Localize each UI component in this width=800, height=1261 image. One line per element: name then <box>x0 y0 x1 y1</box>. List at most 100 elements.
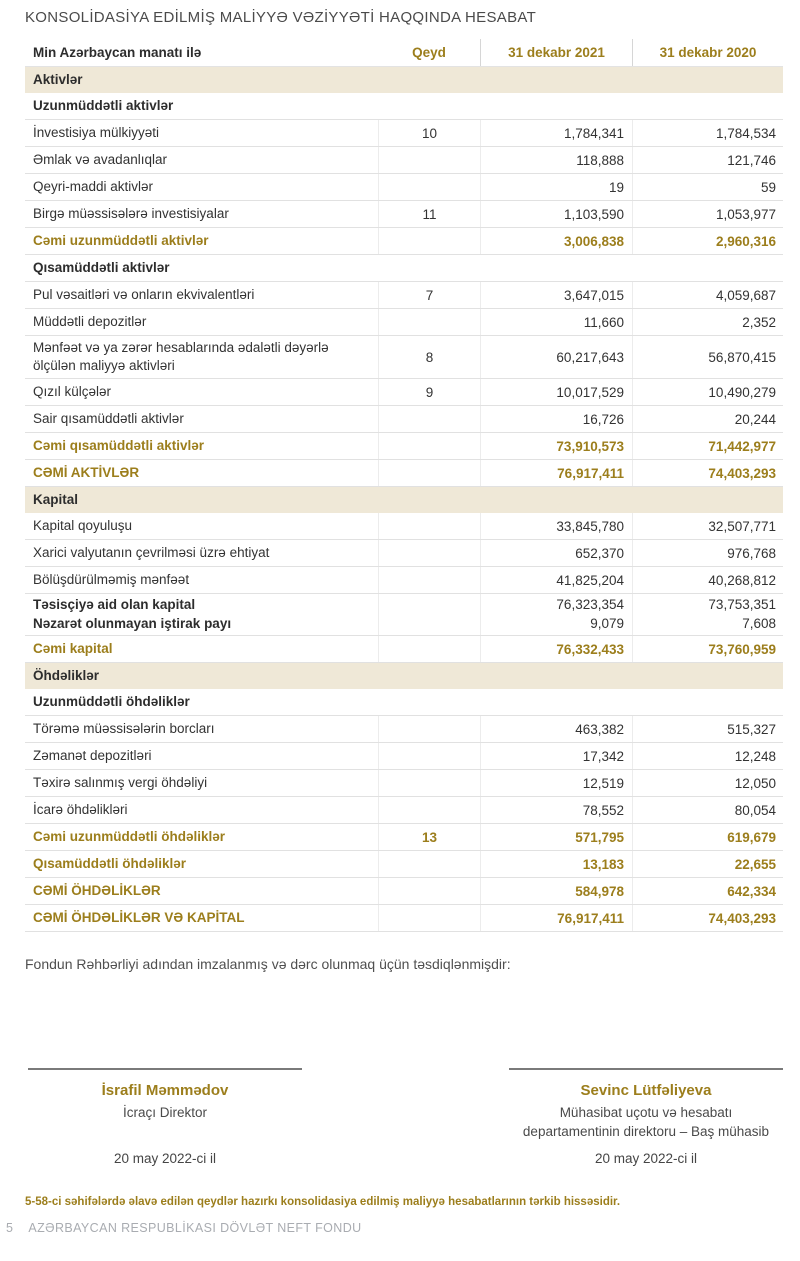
row-label-line: Nəzarət olunmayan iştirak payı <box>33 615 232 631</box>
row-label: Aktivlər <box>33 72 83 87</box>
row-label: İnvestisiya mülkiyyəti <box>33 125 160 140</box>
row-label: Uzunmüddətli aktivlər <box>33 98 174 113</box>
row-label-line: Təsisçiyə aid olan kapital <box>33 597 196 612</box>
report-page: KONSOLİDASİYA EDİLMİŞ MALİYYƏ VƏZİYYƏTİ … <box>25 9 783 1208</box>
signatory-role: İcraçı Direktor <box>122 1105 207 1120</box>
item-row: Zəmanət depozitləri 17,342 12,248 <box>25 743 783 770</box>
value-2021-cell: 13,183 <box>480 851 632 877</box>
row-label: İcarə öhdəlikləri <box>33 802 128 817</box>
note-cell <box>378 905 480 931</box>
value-2021-cell: 78,552 <box>480 797 632 823</box>
notes-reference: 5-58-ci səhifələrdə əlavə edilən qeydlər… <box>25 1196 621 1208</box>
row-label: Öhdəliklər <box>33 668 100 683</box>
value-2021-cell: 19 <box>480 174 632 200</box>
value-2021-cell: 60,217,643 <box>480 336 632 378</box>
value-2020-cell: 2,352 <box>632 309 783 335</box>
item-row: İnvestisiya mülkiyyəti 10 1,784,341 1,784,5… <box>25 120 783 147</box>
value-2021-cell: 33,845,780 <box>480 513 632 539</box>
value-2020-cell: 74,403,293 <box>632 460 783 486</box>
value-2020-cell: 642,334 <box>632 878 783 904</box>
table-body: Aktivlər Uzunmüddətli aktivlər İnvestisiya… <box>25 67 783 932</box>
note-cell <box>378 770 480 796</box>
note-cell <box>378 594 480 635</box>
item-row: Sair qısamüddətli aktivlər 16,726 20,244 <box>25 406 783 433</box>
note-cell: 10 <box>378 120 480 146</box>
item-row: Qızıl külçələr 9 10,017,529 10,490,279 <box>25 379 783 406</box>
row-label: Bölüşdürülməmiş mənfəət <box>33 572 190 587</box>
value-2021-cell: 11,660 <box>480 309 632 335</box>
value-2020-cell: 59 <box>632 174 783 200</box>
note-cell <box>378 878 480 904</box>
note-cell: 13 <box>378 824 480 850</box>
value-2021-cell: 73,910,573 <box>480 433 632 459</box>
row-label: CƏMİ ÖHDƏLİKLƏR <box>33 883 161 898</box>
item-row: Törəmə müəssisələrin borcları 463,382 515,… <box>25 716 783 743</box>
item-row: Xarici valyutanın çevrilməsi üzrə ehtiya… <box>25 540 783 567</box>
value-2020-cell: 121,746 <box>632 147 783 173</box>
signatory-name: Sevinc Lütfəliyeva <box>580 1082 712 1099</box>
row-label: CƏMİ AKTİVLƏR <box>33 465 140 480</box>
row-label: Sair qısamüddətli aktivlər <box>33 411 184 426</box>
value-2021-cell: 10,017,529 <box>480 379 632 405</box>
value-2020-cell: 56,870,415 <box>632 336 783 378</box>
table-header-row: Min Azərbaycan manatı ilə Qeyd 31 dekabr… <box>25 39 783 67</box>
note-cell <box>378 460 480 486</box>
value-2021-cell: 584,978 <box>480 878 632 904</box>
row-label: Təxirə salınmış vergi öhdəliyi <box>33 775 208 790</box>
note-cell <box>378 433 480 459</box>
row-label: Uzunmüddətli öhdəliklər <box>33 694 190 709</box>
value-line: 76,323,354 <box>556 597 624 612</box>
value-2020-cell: 4,059,687 <box>632 282 783 308</box>
signature-section: İsrafil Məmmədov İcraçı Direktor 20 may … <box>25 1068 783 1166</box>
signatory-name: İsrafil Məmmədov <box>101 1082 229 1099</box>
value-2021-cell: 1,784,341 <box>480 120 632 146</box>
page-title: KONSOLİDASİYA EDİLMİŞ MALİYYƏ VƏZİYYƏTİ … <box>25 9 537 26</box>
signature-date: 20 may 2022-ci il <box>594 1151 698 1166</box>
value-2020-cell: 2,960,316 <box>632 228 783 254</box>
value-2021-cell: 76,917,411 <box>480 905 632 931</box>
financial-table: Min Azərbaycan manatı ilə Qeyd 31 dekabr… <box>25 39 783 932</box>
subheader-row: Uzunmüddətli aktivlər <box>25 93 783 120</box>
total-row: Cəmi qısamüddətli aktivlər 73,910,573 71,4… <box>25 433 783 460</box>
grandtotal-row: CƏMİ ÖHDƏLİKLƏR VƏ KAPİTAL 76,917,411 74,4… <box>25 905 783 932</box>
row-label: Qızıl külçələr <box>33 384 112 399</box>
row-label: Zəmanət depozitləri <box>33 748 152 763</box>
row-label: Kapital qoyuluşu <box>33 518 133 533</box>
item-row: Pul vəsaitləri və onların ekvivalentləri… <box>25 282 783 309</box>
total-row: Qısamüddətli öhdəliklər 13,183 22,655 <box>25 851 783 878</box>
note-cell <box>378 228 480 254</box>
value-2020-cell: 32,507,771 <box>632 513 783 539</box>
value-2020-cell: 10,490,279 <box>632 379 783 405</box>
value-2020-cell: 71,442,977 <box>632 433 783 459</box>
value-line: 7,608 <box>742 615 776 631</box>
note-cell: 9 <box>378 379 480 405</box>
row-label: Cəmi uzunmüddətli öhdəliklər <box>33 829 226 844</box>
note-cell <box>378 716 480 742</box>
note-cell <box>378 540 480 566</box>
column-header-2021: 31 dekabr 2021 <box>480 39 632 66</box>
row-label: Qeyri-maddi aktivlər <box>33 179 154 194</box>
signature-block-director: İsrafil Məmmədov İcraçı Direktor 20 may … <box>28 1068 302 1166</box>
note-cell <box>378 636 480 662</box>
value-2020-cell: 73,760,959 <box>632 636 783 662</box>
value-line: 9,079 <box>590 615 624 631</box>
note-cell <box>378 309 480 335</box>
item-row: Əmlak və avadanlıqlar 118,888 121,746 <box>25 147 783 174</box>
row-label: Mənfəət və ya zərər hesablarında ədalətl… <box>33 340 329 373</box>
note-cell <box>378 147 480 173</box>
row-label: Cəmi kapital <box>33 641 113 656</box>
row-label: Qısamüddətli aktivlər <box>33 260 170 275</box>
item-row: Mənfəət və ya zərər hesablarında ədalətl… <box>25 336 783 379</box>
note-cell <box>378 851 480 877</box>
row-label: Cəmi uzunmüddətli aktivlər <box>33 233 209 248</box>
value-2020-cell: 80,054 <box>632 797 783 823</box>
item-row: Birgə müəssisələrə investisiyalar 11 1,103… <box>25 201 783 228</box>
column-header-2020: 31 dekabr 2020 <box>632 39 783 66</box>
value-line: 73,753,351 <box>708 597 776 612</box>
value-2021-cell: 41,825,204 <box>480 567 632 593</box>
grandtotal-row: CƏMİ AKTİVLƏR 76,917,411 74,403,293 <box>25 460 783 487</box>
value-2021-cell: 571,795 <box>480 824 632 850</box>
row-label: Əmlak və avadanlıqlar <box>33 152 167 167</box>
value-2020-cell: 12,050 <box>632 770 783 796</box>
note-cell <box>378 513 480 539</box>
